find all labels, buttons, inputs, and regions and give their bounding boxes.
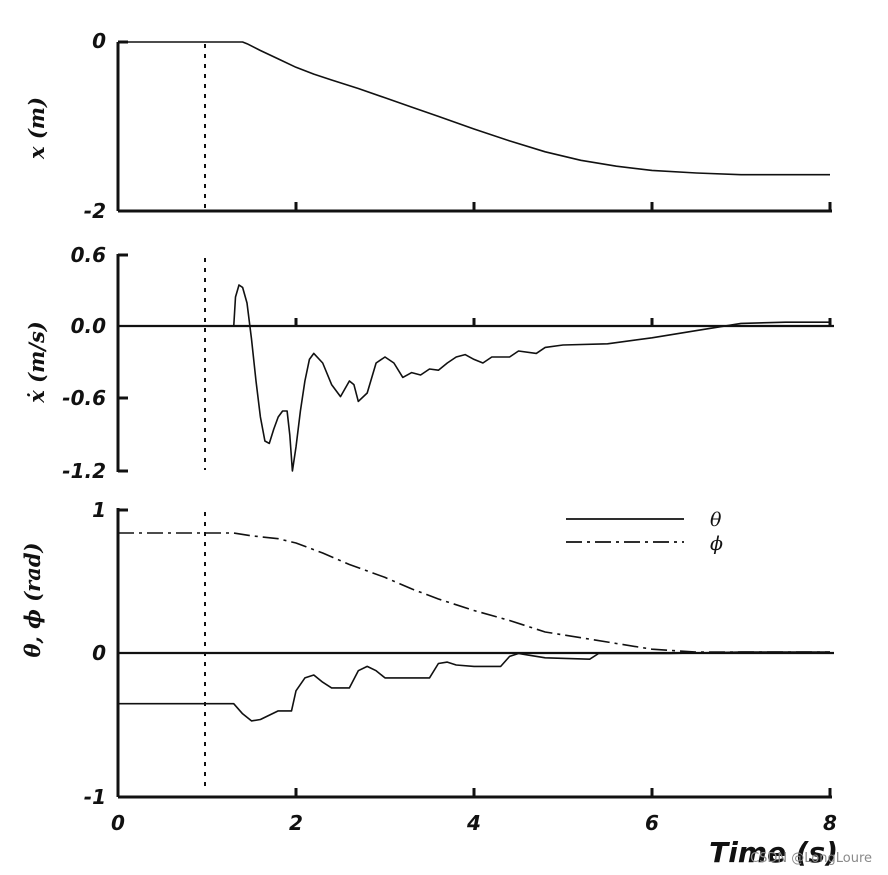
panel2-ytick-label-3: -1.2 xyxy=(62,459,106,483)
shared-x-axis: 0 2 4 6 8 Time (s) xyxy=(111,811,838,869)
panel-angles: 1 0 -1 θ, ϕ (rad) θ ϕ xyxy=(20,498,834,809)
panel2-y-axis-label: ẋ (m/s) xyxy=(24,321,49,403)
panel1-ytick-label-0: 0 xyxy=(92,29,106,53)
panel1-series-x-line xyxy=(118,41,830,176)
xtick-label-6: 6 xyxy=(645,811,659,835)
panel3-ytick-label-1: 0 xyxy=(92,641,106,665)
legend-theta-label: θ xyxy=(710,509,722,531)
xtick-label-0: 0 xyxy=(111,811,125,835)
watermark: CSDN @LongLoure xyxy=(750,851,872,866)
panel2-ytick-label-0: 0.6 xyxy=(71,243,107,267)
panel3-y-axis-label: θ, ϕ (rad) xyxy=(20,543,45,658)
legend-phi-label: ϕ xyxy=(710,533,723,555)
panel2-ytick-label-2: -0.6 xyxy=(62,386,106,410)
x-axis-title: Time (s) xyxy=(709,836,838,869)
panel1-ytick-label-1: -2 xyxy=(84,199,106,223)
panel-velocity: 0.6 0.0 -0.6 -1.2 ẋ (m/s) xyxy=(24,243,834,483)
panel3-ytick-label-2: -1 xyxy=(84,785,106,809)
panel3-series-phi-line xyxy=(118,532,830,653)
panel-position: 0 -2 x (m) xyxy=(24,29,832,223)
xtick-label-2: 2 xyxy=(289,811,303,835)
panel2-series-xdot-line xyxy=(232,284,830,472)
panel1-y-axis-label: x (m) xyxy=(24,97,49,160)
xtick-label-8: 8 xyxy=(823,811,837,835)
panel3-series-theta-line xyxy=(118,651,830,722)
legend: θ ϕ xyxy=(566,509,723,555)
panel2-ytick-label-1: 0.0 xyxy=(71,314,107,338)
xtick-label-4: 4 xyxy=(466,811,481,835)
panel3-ytick-label-0: 1 xyxy=(92,498,106,522)
